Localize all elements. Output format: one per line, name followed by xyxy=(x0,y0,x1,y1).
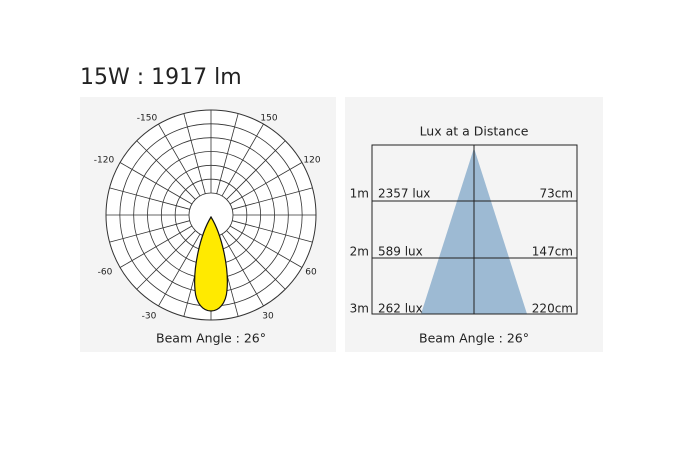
angle-label: 30 xyxy=(262,312,274,322)
polar-grid xyxy=(105,109,317,321)
angle-label: 120 xyxy=(303,156,320,166)
lux-value: 262 lux xyxy=(378,302,423,316)
angle-label: 150 xyxy=(260,114,277,124)
lux-value: 589 lux xyxy=(378,245,423,259)
title: 15W : 1917 lm xyxy=(80,65,242,90)
lux-grid xyxy=(371,144,578,315)
angle-label: -30 xyxy=(142,312,157,322)
angle-label: -120 xyxy=(94,156,115,166)
angle-label: 60 xyxy=(305,268,317,278)
lux-value: 2357 lux xyxy=(378,187,430,201)
distance: 2m xyxy=(350,245,369,259)
diameter: 73cm xyxy=(539,187,573,201)
beam-shape xyxy=(194,215,228,312)
distance: 1m xyxy=(350,187,369,201)
lux-title: Lux at a Distance xyxy=(420,124,529,139)
caption: Beam Angle : 26° xyxy=(156,331,266,346)
angle-label: -60 xyxy=(98,268,113,278)
diameter: 147cm xyxy=(532,245,573,259)
diameter: 220cm xyxy=(532,302,573,316)
caption: Beam Angle : 26° xyxy=(419,331,529,346)
angle-label: -150 xyxy=(137,114,158,124)
distance: 3m xyxy=(350,302,369,316)
